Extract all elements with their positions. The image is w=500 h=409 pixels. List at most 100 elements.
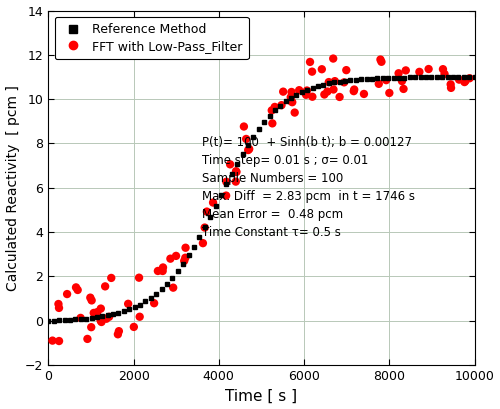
FFT with Low-Pass_Filter — [460, 79, 468, 85]
Line: Reference Method: Reference Method — [46, 75, 477, 323]
FFT with Low-Pass_Filter — [159, 264, 167, 271]
FFT with Low-Pass_Filter — [308, 68, 316, 75]
FFT with Low-Pass_Filter — [288, 98, 296, 105]
FFT with Low-Pass_Filter — [376, 56, 384, 63]
FFT with Low-Pass_Filter — [97, 305, 105, 312]
FFT with Low-Pass_Filter — [54, 301, 62, 307]
FFT with Low-Pass_Filter — [232, 178, 240, 185]
FFT with Low-Pass_Filter — [398, 78, 406, 84]
FFT with Low-Pass_Filter — [199, 240, 207, 247]
FFT with Low-Pass_Filter — [350, 86, 358, 93]
FFT with Low-Pass_Filter — [245, 146, 253, 152]
FFT with Low-Pass_Filter — [288, 99, 296, 106]
FFT with Low-Pass_Filter — [232, 169, 240, 175]
FFT with Low-Pass_Filter — [76, 315, 84, 321]
Legend: Reference Method, FFT with Low-Pass_Filter: Reference Method, FFT with Low-Pass_Filt… — [54, 17, 248, 59]
Reference Method — [299, 90, 305, 94]
FFT with Low-Pass_Filter — [101, 283, 109, 290]
FFT with Low-Pass_Filter — [88, 297, 96, 303]
FFT with Low-Pass_Filter — [375, 81, 383, 87]
Y-axis label: Calculated Reactivity  [ pcm ]: Calculated Reactivity [ pcm ] — [6, 85, 20, 291]
FFT with Low-Pass_Filter — [90, 310, 98, 316]
FFT with Low-Pass_Filter — [400, 85, 407, 92]
FFT with Low-Pass_Filter — [286, 94, 294, 101]
FFT with Low-Pass_Filter — [279, 88, 287, 95]
FFT with Low-Pass_Filter — [416, 69, 424, 75]
FFT with Low-Pass_Filter — [244, 147, 252, 153]
FFT with Low-Pass_Filter — [455, 76, 463, 83]
FFT with Low-Pass_Filter — [222, 192, 230, 199]
FFT with Low-Pass_Filter — [424, 66, 432, 72]
FFT with Low-Pass_Filter — [378, 58, 386, 65]
FFT with Low-Pass_Filter — [402, 67, 410, 74]
FFT with Low-Pass_Filter — [84, 336, 92, 342]
Reference Method — [472, 74, 478, 79]
FFT with Low-Pass_Filter — [268, 120, 276, 127]
FFT with Low-Pass_Filter — [222, 178, 230, 185]
FFT with Low-Pass_Filter — [270, 103, 278, 110]
FFT with Low-Pass_Filter — [460, 78, 468, 85]
FFT with Low-Pass_Filter — [114, 331, 122, 337]
FFT with Low-Pass_Filter — [87, 324, 95, 330]
Reference Method — [320, 82, 326, 87]
FFT with Low-Pass_Filter — [288, 89, 296, 95]
FFT with Low-Pass_Filter — [308, 94, 316, 100]
FFT with Low-Pass_Filter — [306, 58, 314, 65]
FFT with Low-Pass_Filter — [150, 300, 158, 306]
FFT with Low-Pass_Filter — [268, 107, 276, 114]
FFT with Low-Pass_Filter — [394, 70, 402, 76]
FFT with Low-Pass_Filter — [154, 268, 162, 274]
FFT with Low-Pass_Filter — [232, 168, 240, 175]
FFT with Low-Pass_Filter — [55, 338, 63, 344]
FFT with Low-Pass_Filter — [226, 161, 234, 168]
FFT with Low-Pass_Filter — [166, 255, 174, 262]
FFT with Low-Pass_Filter — [446, 81, 454, 88]
FFT with Low-Pass_Filter — [439, 66, 447, 72]
FFT with Low-Pass_Filter — [290, 109, 298, 116]
FFT with Low-Pass_Filter — [200, 224, 208, 231]
FFT with Low-Pass_Filter — [86, 294, 94, 301]
FFT with Low-Pass_Filter — [303, 87, 311, 94]
FFT with Low-Pass_Filter — [105, 314, 113, 320]
FFT with Low-Pass_Filter — [135, 274, 143, 281]
FFT with Low-Pass_Filter — [360, 91, 368, 97]
FFT with Low-Pass_Filter — [331, 78, 339, 84]
FFT with Low-Pass_Filter — [466, 75, 473, 81]
FFT with Low-Pass_Filter — [63, 291, 71, 297]
FFT with Low-Pass_Filter — [342, 67, 350, 73]
FFT with Low-Pass_Filter — [324, 88, 332, 95]
FFT with Low-Pass_Filter — [98, 319, 106, 325]
FFT with Low-Pass_Filter — [302, 92, 310, 98]
FFT with Low-Pass_Filter — [115, 328, 123, 335]
FFT with Low-Pass_Filter — [350, 88, 358, 94]
Reference Method — [234, 161, 240, 166]
FFT with Low-Pass_Filter — [203, 208, 211, 215]
FFT with Low-Pass_Filter — [74, 287, 82, 293]
X-axis label: Time [ s ]: Time [ s ] — [226, 389, 298, 403]
Reference Method — [304, 87, 310, 92]
FFT with Low-Pass_Filter — [278, 102, 285, 108]
FFT with Low-Pass_Filter — [209, 199, 217, 206]
FFT with Low-Pass_Filter — [242, 136, 250, 142]
FFT with Low-Pass_Filter — [382, 77, 390, 83]
FFT with Low-Pass_Filter — [447, 85, 455, 91]
FFT with Low-Pass_Filter — [325, 79, 333, 85]
FFT with Low-Pass_Filter — [180, 258, 188, 264]
FFT with Low-Pass_Filter — [318, 66, 326, 72]
FFT with Low-Pass_Filter — [136, 313, 143, 320]
FFT with Low-Pass_Filter — [182, 245, 190, 251]
FFT with Low-Pass_Filter — [330, 86, 338, 93]
FFT with Low-Pass_Filter — [240, 123, 248, 130]
FFT with Low-Pass_Filter — [130, 324, 138, 330]
FFT with Low-Pass_Filter — [295, 87, 303, 94]
Reference Method — [46, 318, 52, 323]
FFT with Low-Pass_Filter — [440, 71, 448, 77]
FFT with Low-Pass_Filter — [158, 268, 166, 274]
FFT with Low-Pass_Filter — [182, 254, 190, 261]
FFT with Low-Pass_Filter — [94, 309, 102, 315]
FFT with Low-Pass_Filter — [124, 301, 132, 307]
FFT with Low-Pass_Filter — [102, 315, 110, 322]
FFT with Low-Pass_Filter — [386, 90, 394, 96]
FFT with Low-Pass_Filter — [96, 317, 104, 324]
Reference Method — [336, 79, 342, 84]
